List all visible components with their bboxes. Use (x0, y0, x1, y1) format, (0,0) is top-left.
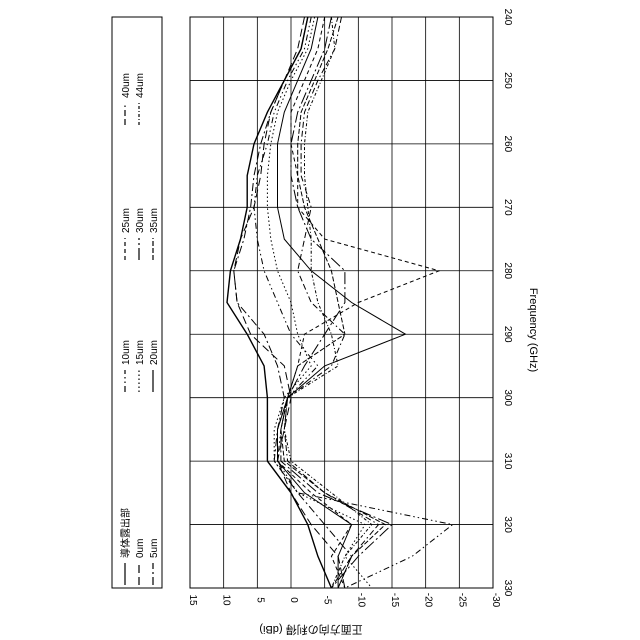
legend-label: 5um (149, 539, 160, 558)
legend-label: 30um (135, 208, 146, 233)
x-tick-label: 310 (502, 453, 513, 470)
y-tick-label: 0 (288, 597, 299, 603)
legend-frame (112, 17, 162, 588)
series-line (234, 17, 345, 588)
plot-layer: 240 250 260 270 280 290 300 310 320 330 15 10 5 0 -5 -1… (187, 9, 513, 608)
x-tick-label: 260 (502, 136, 513, 153)
y-tick-label: -15 (389, 593, 400, 608)
series-line (284, 17, 378, 588)
legend-label: 10um (121, 340, 132, 365)
x-tick-label: 270 (502, 199, 513, 216)
x-tick-label: 320 (502, 516, 513, 533)
y-tick-label: -10 (355, 593, 366, 608)
y-tick-label: -5 (322, 596, 333, 605)
x-tick-label: 300 (502, 389, 513, 406)
legend-label: 25um (121, 208, 132, 233)
y-tick-label: 5 (254, 597, 265, 603)
y-tick-label: 10 (221, 594, 232, 606)
series-line (227, 17, 331, 588)
y-tick-label: -20 (423, 593, 434, 608)
legend-label: 44um (135, 73, 146, 98)
x-tick-label: 250 (502, 72, 513, 89)
series-line (234, 17, 352, 588)
series-line (254, 17, 453, 588)
legend-label: 40um (121, 73, 132, 98)
x-axis-label: Frequency (GHz) (527, 288, 539, 372)
legend-label: 導体露出部 (119, 508, 132, 558)
x-tick-label: 330 (502, 580, 513, 597)
y-tick-label: 15 (187, 594, 198, 606)
y-tick-label: -30 (490, 593, 501, 608)
legend-label: 0um (135, 539, 146, 558)
legend-label: 20um (149, 340, 160, 365)
y-axis-label: 正面方向の利得 (dBi) (259, 623, 362, 637)
legend-label: 35um (149, 208, 160, 233)
x-tick-label: 280 (502, 262, 513, 279)
legend: 導体露出部0um5um 10um15um20um 25um30um35um 40um4… (112, 17, 162, 588)
y-tick-label: -25 (456, 593, 467, 608)
legend-label: 15um (135, 340, 146, 365)
x-tick-label: 240 (502, 9, 513, 26)
series-line (267, 17, 371, 588)
x-tick-label: 290 (502, 326, 513, 343)
